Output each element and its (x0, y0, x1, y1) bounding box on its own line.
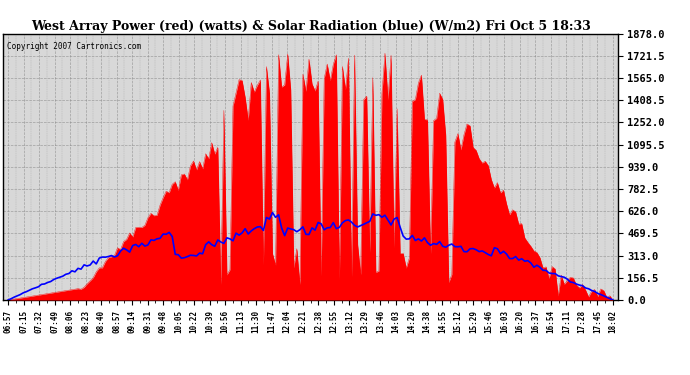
Title: West Array Power (red) (watts) & Solar Radiation (blue) (W/m2) Fri Oct 5 18:33: West Array Power (red) (watts) & Solar R… (30, 20, 591, 33)
Text: Copyright 2007 Cartronics.com: Copyright 2007 Cartronics.com (6, 42, 141, 51)
